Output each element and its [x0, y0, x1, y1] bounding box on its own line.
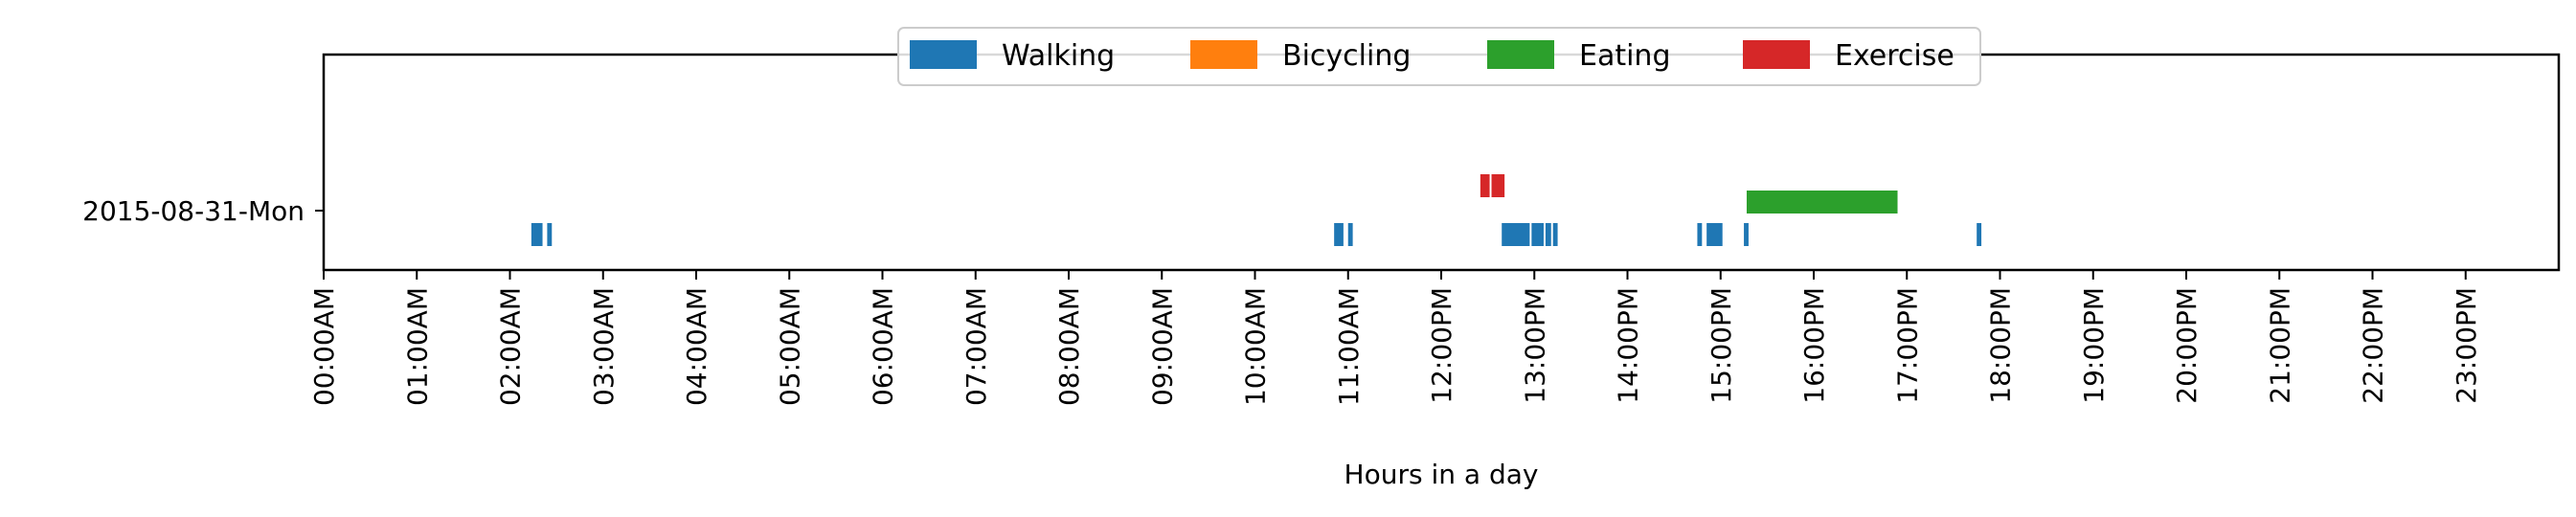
x-tick-label: 11:00AM	[1333, 287, 1365, 406]
walking-bar	[1697, 223, 1703, 246]
legend-swatch-eating	[1487, 40, 1554, 69]
x-tick-label: 03:00AM	[588, 287, 620, 406]
legend: Walking Bicycling Eating Exercise	[897, 27, 1981, 86]
x-tick-label: 23:00PM	[2451, 287, 2482, 404]
legend-swatch-exercise	[1743, 40, 1810, 69]
x-tick-label: 12:00PM	[1426, 287, 1457, 404]
exercise-bar	[1491, 174, 1505, 197]
x-tick-label: 17:00PM	[1891, 287, 1923, 404]
walking-bar	[1744, 223, 1749, 246]
x-axis-label: Hours in a day	[1344, 459, 1539, 490]
x-tick-label: 01:00AM	[401, 287, 433, 406]
legend-label-eating: Eating	[1579, 39, 1671, 73]
x-tick-label: 05:00AM	[774, 287, 805, 406]
x-tick-label: 00:00AM	[308, 287, 340, 406]
walking-bar	[1531, 223, 1544, 246]
walking-bar	[547, 223, 553, 246]
plot-area-frame	[322, 53, 2561, 272]
walking-bar	[1977, 223, 1982, 246]
legend-label-bicycling: Bicycling	[1282, 39, 1411, 73]
walking-bar	[1347, 223, 1353, 246]
x-tick-label: 21:00PM	[2264, 287, 2295, 404]
walking-bar	[1706, 223, 1723, 246]
y-tick-label: 2015-08-31-Mon	[82, 195, 305, 227]
x-tick-label: 06:00AM	[868, 287, 899, 406]
x-tick-label: 16:00PM	[1798, 287, 1830, 404]
x-axis: 00:00AM 01:00AM 02:00AM 03:00AM 04:00AM 05:00…	[308, 270, 2482, 406]
x-tick-label: 10:00AM	[1240, 287, 1272, 406]
x-tick-label: 14:00PM	[1613, 287, 1644, 404]
x-tick-label: 22:00PM	[2358, 287, 2389, 404]
legend-label-walking: Walking	[1002, 39, 1115, 73]
legend-box	[897, 27, 1981, 86]
x-tick-label: 08:00AM	[1053, 287, 1085, 406]
walking-bar	[1334, 223, 1344, 246]
legend-swatch-walking	[910, 40, 977, 69]
y-axis: 2015-08-31-Mon	[82, 195, 324, 227]
eating-bar	[1746, 191, 1898, 214]
x-tick-label: 04:00AM	[681, 287, 712, 406]
x-tick-label: 19:00PM	[2078, 287, 2110, 404]
x-tick-label: 18:00PM	[1985, 287, 2017, 404]
x-tick-label: 15:00PM	[1706, 287, 1737, 404]
bars-layer	[531, 174, 1982, 246]
walking-bar	[531, 223, 543, 246]
x-tick-label: 13:00PM	[1519, 287, 1550, 404]
legend-label-exercise: Exercise	[1835, 39, 1955, 73]
walking-bar	[1502, 223, 1530, 246]
x-tick-label: 09:00AM	[1146, 287, 1178, 406]
walking-bar	[1545, 223, 1551, 246]
x-tick-label: 07:00AM	[960, 287, 992, 406]
legend-swatch-bicycling	[1190, 40, 1257, 69]
exercise-bar	[1480, 174, 1490, 197]
walking-bar	[1552, 223, 1558, 246]
x-tick-label: 02:00AM	[495, 287, 527, 406]
x-tick-label: 20:00PM	[2171, 287, 2203, 404]
